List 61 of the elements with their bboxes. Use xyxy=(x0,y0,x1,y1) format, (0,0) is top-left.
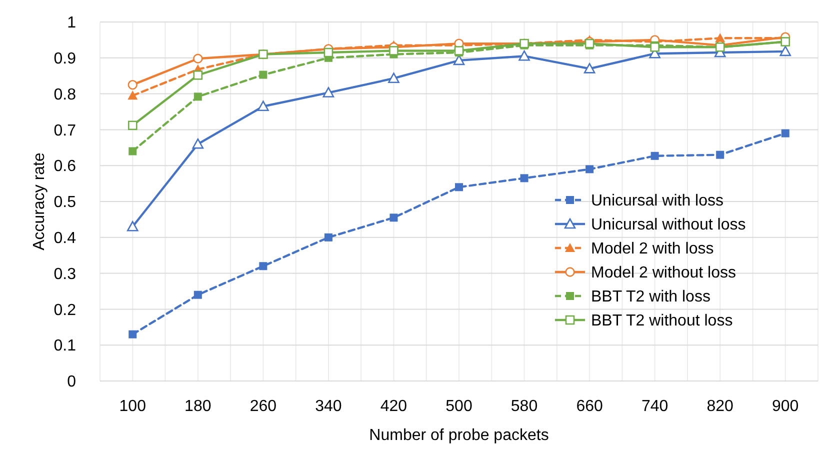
x-tick-label: 580 xyxy=(510,398,538,415)
x-tick-label: 340 xyxy=(315,398,342,415)
y-tick-label: 0.4 xyxy=(54,230,76,247)
legend-label: Model 2 with loss xyxy=(591,240,714,258)
point xyxy=(324,233,332,242)
point xyxy=(322,87,334,98)
point xyxy=(455,183,463,192)
y-tick-label: 0.2 xyxy=(54,302,76,319)
legend-label: BBT T2 with loss xyxy=(591,288,710,306)
point xyxy=(650,42,660,52)
y-tick-label: 1 xyxy=(67,14,76,32)
point xyxy=(389,46,398,56)
point xyxy=(454,46,464,56)
y-tick-label: 0 xyxy=(67,374,76,391)
y-tick-label: 0.8 xyxy=(54,86,76,104)
x-tick-label: 260 xyxy=(250,398,277,415)
y-tick-label: 0.6 xyxy=(54,158,76,176)
y-tick-label: 0.3 xyxy=(54,266,76,283)
point xyxy=(584,63,596,74)
point xyxy=(193,54,203,64)
point xyxy=(194,290,202,299)
point xyxy=(259,262,268,270)
y-tick-label: 0.5 xyxy=(54,194,76,212)
point xyxy=(128,90,138,100)
point xyxy=(716,150,724,159)
x-tick-label: 420 xyxy=(380,398,408,415)
point xyxy=(193,70,203,80)
y-tick-label: 0.9 xyxy=(54,50,76,68)
point xyxy=(586,165,594,174)
x-tick-label: 180 xyxy=(184,398,212,415)
point xyxy=(518,50,530,61)
legend-label: Model 2 without loss xyxy=(591,264,736,282)
x-axis-title: Number of probe packets xyxy=(369,427,549,444)
point xyxy=(781,129,790,138)
x-tick-label: 500 xyxy=(446,398,472,415)
legend-label: BBT T2 without loss xyxy=(591,312,733,330)
x-tick-label: 740 xyxy=(641,398,668,415)
point xyxy=(128,120,138,130)
point xyxy=(650,152,659,160)
point xyxy=(258,100,269,112)
point xyxy=(192,138,204,149)
point xyxy=(324,48,334,58)
point xyxy=(128,147,137,156)
y-axis-title: Accuracy rate xyxy=(31,152,48,250)
point xyxy=(128,80,138,90)
x-tick-label: 100 xyxy=(119,398,146,415)
y-tick-label: 0.7 xyxy=(54,122,76,140)
point xyxy=(780,46,792,56)
y-tick-label: 0.1 xyxy=(54,338,76,355)
point xyxy=(259,70,268,79)
point xyxy=(390,214,398,222)
legend-label: Unicursal with loss xyxy=(591,192,724,210)
point xyxy=(126,220,138,232)
point xyxy=(194,92,202,101)
x-tick-label: 900 xyxy=(772,398,799,415)
point xyxy=(128,330,137,338)
legend-label: Unicursal without loss xyxy=(591,216,746,234)
point xyxy=(388,72,400,84)
x-tick-label: 660 xyxy=(576,398,603,415)
point xyxy=(520,174,528,182)
x-tick-label: 820 xyxy=(706,398,734,415)
